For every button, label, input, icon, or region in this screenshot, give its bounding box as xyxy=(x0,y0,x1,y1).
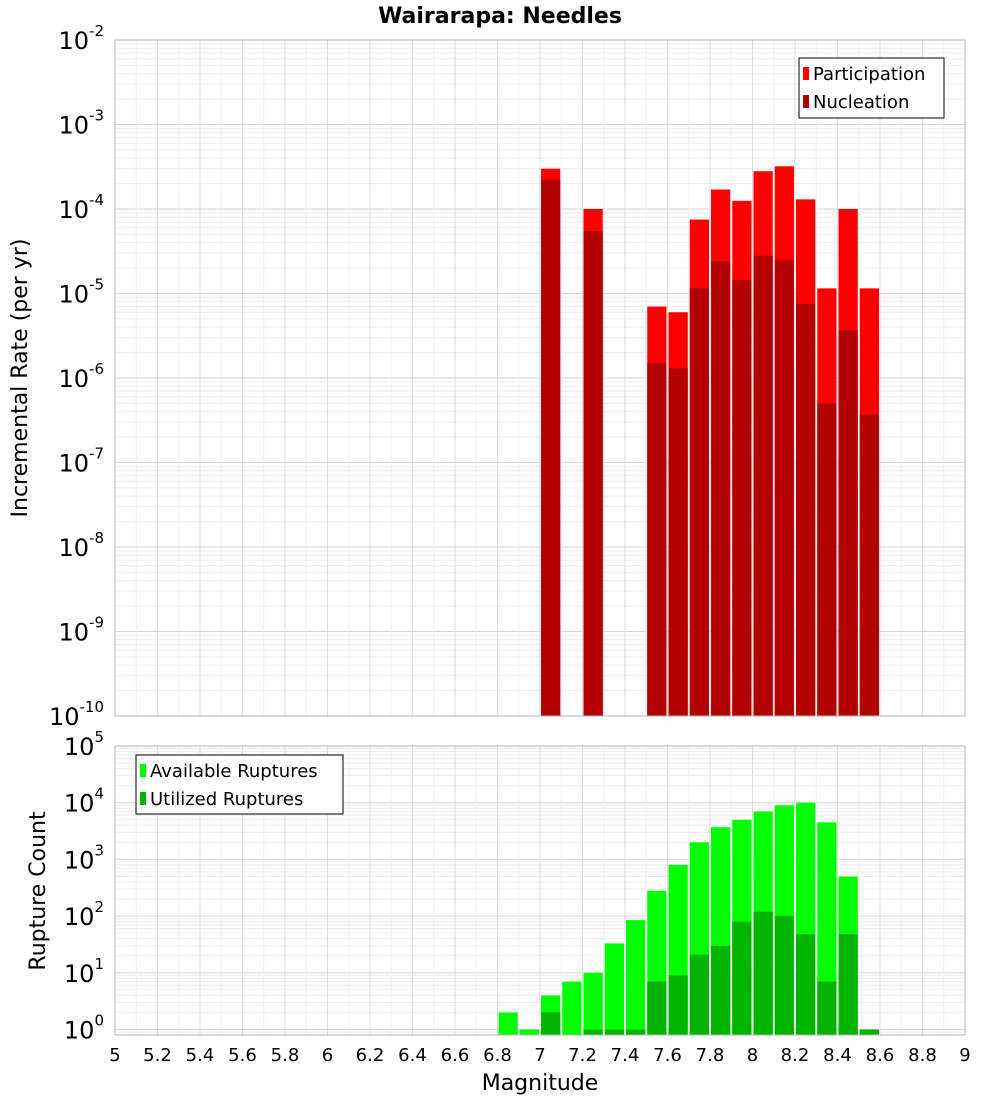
top-legend: Participation Nucleation xyxy=(798,57,945,119)
bottom-bar-available-ruptures xyxy=(498,1012,518,1035)
top-plot-frame xyxy=(114,39,966,717)
top-bar-nucleation xyxy=(668,368,688,716)
bottom-bar-utilized-ruptures xyxy=(838,934,858,1035)
bottom-legend-swatch xyxy=(140,764,146,777)
bottom-bars xyxy=(498,802,879,1035)
chart-title: Wairarapa: Needles xyxy=(378,4,622,29)
top-y-tick-label: 10-5 xyxy=(58,276,104,309)
bottom-bar-utilized-ruptures xyxy=(796,934,816,1035)
bottom-y-tick-label: 101 xyxy=(64,955,104,988)
x-tick-label: 7.2 xyxy=(568,1045,597,1066)
top-y-tick-label: 10-6 xyxy=(58,360,104,393)
top-y-tick-label: 10-8 xyxy=(58,529,104,562)
bottom-y-tick-label: 103 xyxy=(64,841,104,874)
x-tick-label: 5.8 xyxy=(271,1045,300,1066)
x-tick-label: 8.8 xyxy=(908,1045,937,1066)
bottom-legend: Available Ruptures Utilized Ruptures xyxy=(135,754,344,815)
x-tick-label: 5.2 xyxy=(143,1045,172,1066)
x-tick-label: 7.6 xyxy=(653,1045,682,1066)
x-tick-label: 5.4 xyxy=(186,1045,215,1066)
x-tick-label: 8 xyxy=(747,1045,758,1066)
top-bars xyxy=(541,166,879,717)
x-tick-label: 5.6 xyxy=(228,1045,257,1066)
bottom-legend-label: Utilized Ruptures xyxy=(150,789,303,810)
x-tick-label: 8.6 xyxy=(866,1045,895,1066)
top-y-tick-label: 10-2 xyxy=(58,22,104,55)
top-bar-nucleation xyxy=(838,329,858,716)
top-legend-box xyxy=(798,57,945,119)
top-bar-nucleation xyxy=(583,230,603,717)
top-y-tick-label: 10-10 xyxy=(49,698,104,731)
bottom-chart-panel: 100 101 102 103 104 105 5 5.2 5.4 5.6 5.8 6 6.2 6.4 6.… xyxy=(64,728,971,1066)
top-legend-swatch xyxy=(803,67,809,80)
bottom-bar-available-ruptures xyxy=(626,920,646,1035)
top-bar-nucleation xyxy=(753,255,773,716)
top-bar-nucleation xyxy=(647,363,667,716)
bottom-bar-utilized-ruptures xyxy=(732,921,752,1035)
bottom-bar-available-ruptures xyxy=(604,943,624,1035)
top-bar-nucleation xyxy=(817,403,837,716)
x-tick-label: 6 xyxy=(322,1045,333,1066)
bottom-bar-utilized-ruptures xyxy=(774,916,794,1035)
bottom-bar-utilized-ruptures xyxy=(668,975,688,1035)
x-tick-label: 8.2 xyxy=(781,1045,810,1066)
top-y-tick-label: 10-3 xyxy=(58,107,104,140)
top-bar-nucleation xyxy=(859,414,879,716)
top-bar-nucleation xyxy=(774,259,794,716)
x-tick-label: 5 xyxy=(109,1045,120,1066)
top-chart-panel: 10-10 10-9 10-8 10-7 10-6 10-5 10-4 10-3 10-2 Par… xyxy=(49,22,966,731)
bottom-bar-utilized-ruptures xyxy=(604,1029,624,1035)
x-tick-label: 6.8 xyxy=(483,1045,512,1066)
bottom-y-tick-label: 102 xyxy=(64,898,104,931)
bottom-y-tick-label: 105 xyxy=(64,728,104,761)
bottom-bar-utilized-ruptures xyxy=(647,981,667,1035)
top-y-tick-label: 10-4 xyxy=(58,191,104,224)
bottom-bar-available-ruptures xyxy=(562,981,582,1035)
bottom-bar-available-ruptures xyxy=(583,972,603,1035)
x-tick-label: 6.4 xyxy=(398,1045,427,1066)
bottom-bar-available-ruptures xyxy=(519,1029,539,1035)
bottom-bar-utilized-ruptures xyxy=(626,1029,646,1035)
top-legend-label: Nucleation xyxy=(813,92,909,113)
top-y-tick-label: 10-7 xyxy=(58,445,104,478)
top-bar-nucleation xyxy=(541,180,561,716)
bottom-bar-utilized-ruptures xyxy=(583,1029,603,1035)
bottom-legend-box xyxy=(135,754,344,815)
bottom-y-tick-label: 104 xyxy=(64,785,104,818)
x-axis-label: Magnitude xyxy=(482,1071,599,1096)
bottom-bar-utilized-ruptures xyxy=(753,911,773,1035)
x-tick-label: 7.4 xyxy=(611,1045,640,1066)
bottom-plot-frame xyxy=(114,745,966,1036)
bottom-bar-utilized-ruptures xyxy=(541,1012,561,1035)
top-y-tick-label: 10-9 xyxy=(58,614,104,647)
x-tick-label: 6.6 xyxy=(441,1045,470,1066)
x-tick-label: 9 xyxy=(959,1045,970,1066)
top-y-axis-label: Incremental Rate (per yr) xyxy=(8,239,33,518)
x-tick-label: 7 xyxy=(534,1045,545,1066)
top-bar-nucleation xyxy=(796,304,816,716)
top-legend-swatch xyxy=(803,95,809,108)
bottom-bar-utilized-ruptures xyxy=(711,945,731,1035)
bottom-y-axis-label: Rupture Count xyxy=(26,811,51,971)
top-grid xyxy=(114,40,966,717)
bottom-bar-utilized-ruptures xyxy=(817,981,837,1035)
bottom-legend-label: Available Ruptures xyxy=(150,761,318,782)
bottom-y-tick-label: 100 xyxy=(64,1012,104,1045)
top-bar-nucleation xyxy=(732,279,752,716)
top-bar-nucleation xyxy=(711,261,731,716)
top-bar-nucleation xyxy=(689,288,709,716)
top-legend-label: Participation xyxy=(813,64,925,85)
bottom-bar-utilized-ruptures xyxy=(689,954,709,1035)
bottom-legend-swatch xyxy=(140,792,146,805)
bottom-bar-utilized-ruptures xyxy=(859,1029,879,1035)
x-tick-label: 8.4 xyxy=(823,1045,852,1066)
x-tick-label: 6.2 xyxy=(356,1045,385,1066)
x-tick-label: 7.8 xyxy=(696,1045,725,1066)
